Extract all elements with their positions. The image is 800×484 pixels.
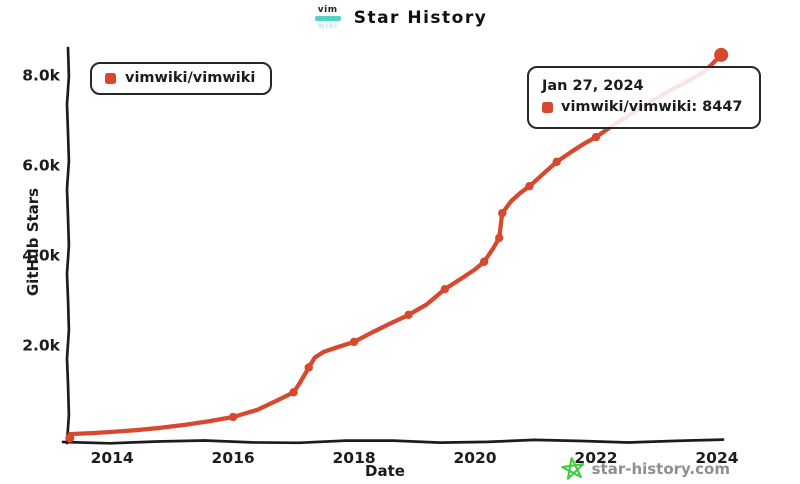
series-start-point[interactable] (65, 433, 75, 443)
series-marker[interactable] (591, 132, 601, 142)
watermark-link[interactable]: star-history.com (560, 456, 730, 481)
y-tick-label: 2.0k (22, 337, 60, 355)
series-marker[interactable] (498, 208, 507, 218)
series-marker[interactable] (479, 257, 489, 266)
series-end-point[interactable] (714, 47, 729, 62)
x-tick-label: 2020 (453, 449, 496, 467)
y-tick-label: 6.0k (22, 157, 60, 175)
series-marker[interactable] (349, 337, 359, 347)
legend-label: vimwiki/vimwiki (125, 70, 256, 86)
series-marker[interactable] (440, 285, 449, 294)
watermark-label: star-history.com (591, 459, 730, 478)
tooltip-date: Jan 27, 2024 (542, 78, 644, 94)
x-tick-label: 2022 (574, 449, 617, 467)
tooltip: Jan 27, 2024 vimwiki/vimwiki: 8447 (527, 66, 761, 130)
series-marker[interactable] (495, 233, 504, 243)
y-tick-label: 4.0k (22, 247, 60, 265)
series-marker[interactable] (289, 388, 298, 397)
series-marker[interactable] (525, 181, 534, 191)
logo-wiki-text: wiki (317, 21, 338, 30)
tooltip-series-value: vimwiki/vimwiki: 8447 (561, 99, 743, 116)
series-marker[interactable] (304, 363, 313, 372)
legend: vimwiki/vimwiki (90, 62, 273, 95)
series-marker[interactable] (552, 157, 561, 167)
y-axis-title: GitHub Stars (24, 187, 42, 297)
y-tick-label: 8.0k (22, 67, 60, 85)
x-axis-title: Date (365, 462, 405, 480)
logo-vim-text: vim (317, 5, 338, 15)
page-title: Star History (353, 8, 488, 28)
x-tick-label: 2024 (695, 449, 738, 467)
x-tick-label: 2018 (333, 449, 376, 467)
vimwiki-logo-icon: vim wiki (313, 6, 343, 30)
x-axis-line (61, 438, 725, 445)
series-marker[interactable] (228, 412, 238, 422)
logo-teal-bar (314, 16, 341, 21)
x-tick-label: 2016 (212, 449, 255, 467)
series-color-swatch (105, 72, 116, 84)
y-axis-line (65, 46, 71, 445)
x-tick-label: 2014 (91, 449, 134, 467)
series-marker[interactable] (404, 310, 413, 320)
chart-header: vim wiki Star History (0, 6, 800, 30)
star-icon (560, 457, 584, 480)
tooltip-series-swatch (542, 102, 553, 114)
